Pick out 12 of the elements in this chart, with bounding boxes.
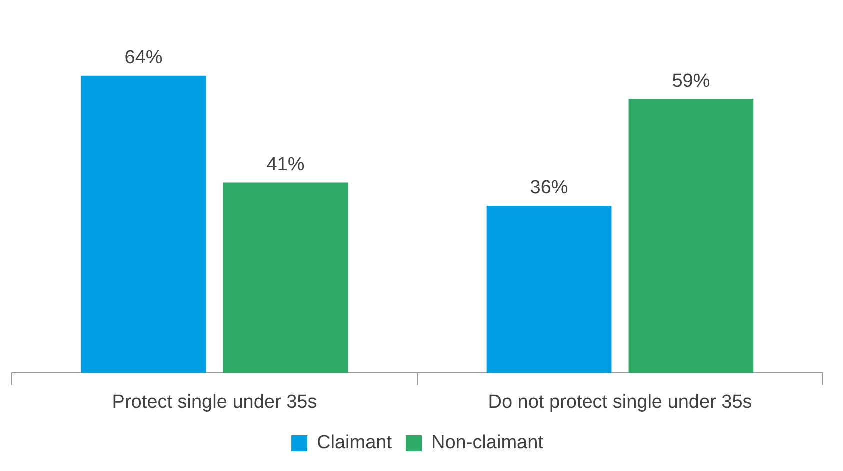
legend-label: Non-claimant xyxy=(432,432,544,454)
bar xyxy=(628,99,754,374)
legend-label: Claimant xyxy=(317,432,393,454)
data-label: 36% xyxy=(530,178,568,199)
bar xyxy=(486,206,612,374)
bar xyxy=(223,182,348,374)
bar xyxy=(81,76,206,374)
data-label: 41% xyxy=(266,154,305,176)
data-label: 59% xyxy=(672,70,710,92)
data-label: 64% xyxy=(124,48,163,69)
x-tick-label: Protect single under 35s xyxy=(112,392,318,413)
x-tick-label: Do not protect single under 35s xyxy=(488,392,752,413)
